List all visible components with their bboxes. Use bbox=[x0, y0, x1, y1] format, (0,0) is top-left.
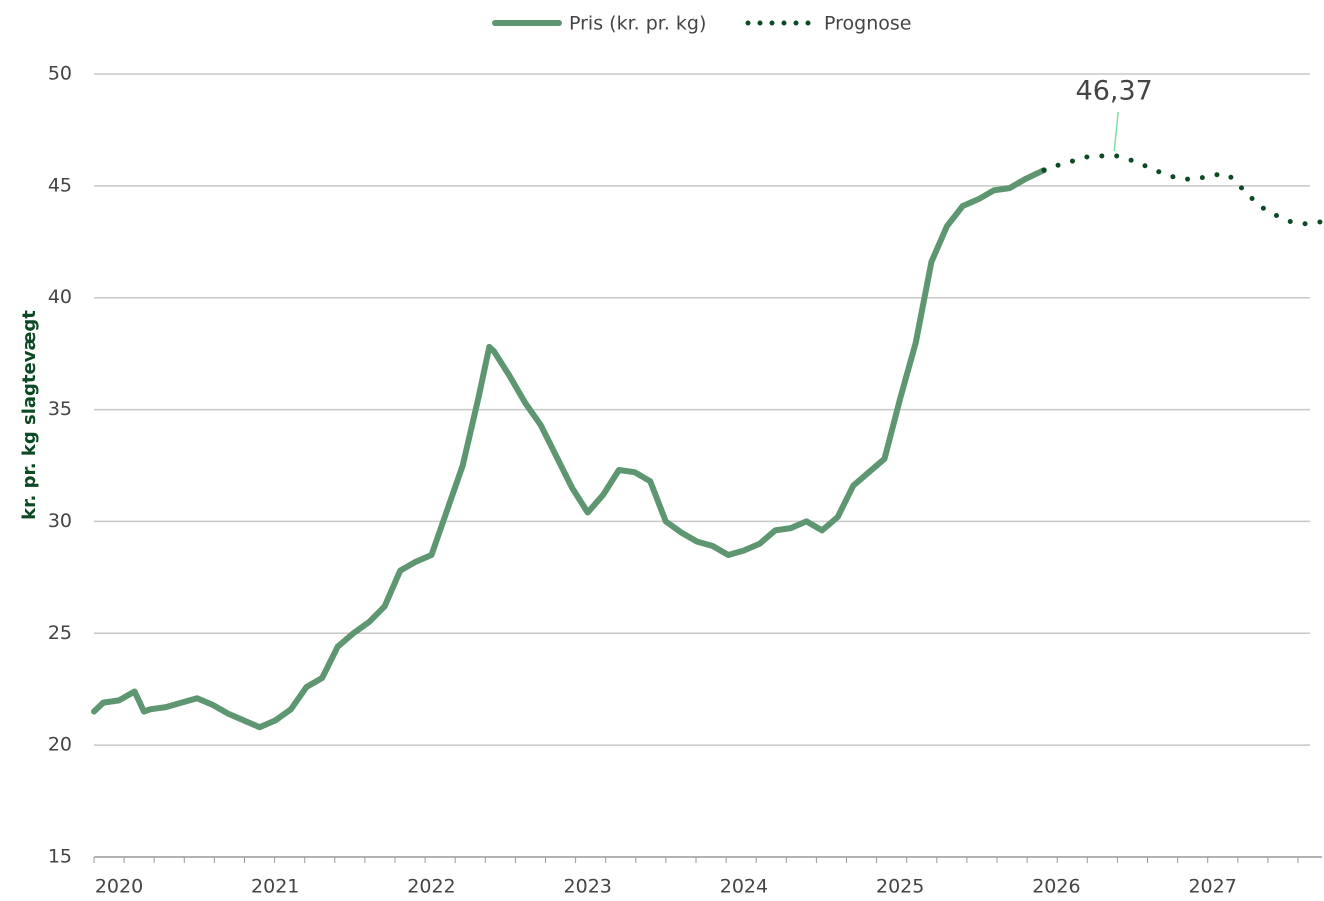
x-tick-label: 2026 bbox=[1032, 876, 1080, 898]
y-tick-label: 20 bbox=[48, 734, 72, 756]
annotation: 46,37 bbox=[1076, 76, 1153, 107]
line-series bbox=[1041, 152, 1324, 227]
annotation-leader bbox=[1113, 111, 1119, 152]
legend-label: Pris (kr. pr. kg) bbox=[569, 13, 706, 35]
y-tick-label: 15 bbox=[48, 846, 72, 868]
x-tick-label: 2022 bbox=[407, 876, 455, 898]
y-tick-label: 45 bbox=[48, 174, 72, 196]
line-series bbox=[91, 167, 1047, 731]
x-tick-label: 2024 bbox=[720, 876, 768, 898]
y-tick-label: 35 bbox=[48, 398, 72, 420]
y-tick-label: 40 bbox=[48, 286, 72, 308]
y-tick-label: 50 bbox=[48, 63, 72, 85]
y-axis-label: kr. pr. kg slagtevægt bbox=[19, 310, 40, 520]
y-tick-label: 25 bbox=[48, 622, 72, 644]
y-tick-label: 30 bbox=[48, 510, 72, 532]
x-tick-label: 2020 bbox=[95, 876, 143, 898]
x-tick-label: 2021 bbox=[251, 876, 299, 898]
x-tick-label: 2025 bbox=[876, 876, 924, 898]
legend-label: Prognose bbox=[824, 13, 911, 35]
x-tick-label: 2023 bbox=[564, 876, 612, 898]
x-tick-label: 2027 bbox=[1188, 876, 1236, 898]
